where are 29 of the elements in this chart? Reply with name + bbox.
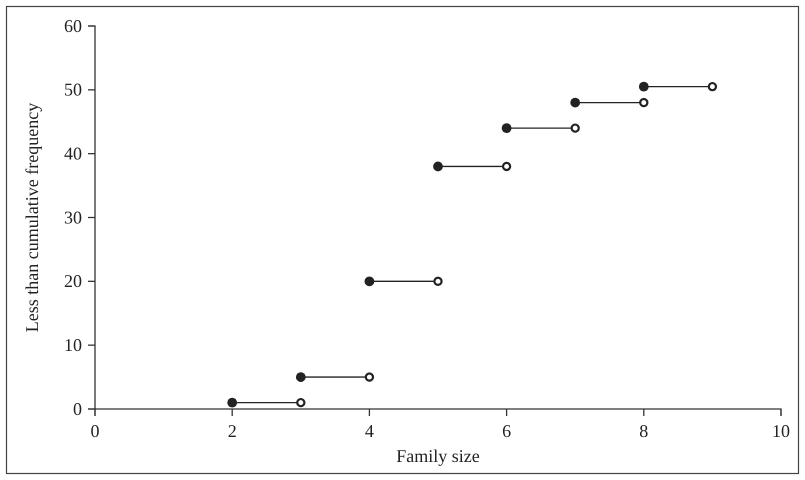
y-tick-label: 0 — [73, 398, 82, 419]
x-tick-label: 4 — [364, 420, 374, 441]
y-axis-title: Less than cumulative frequency — [22, 102, 42, 332]
y-tick-label: 30 — [64, 207, 82, 228]
point — [364, 372, 374, 382]
point — [639, 98, 648, 108]
x-tick-label: 2 — [228, 420, 237, 441]
y-tick-label: 60 — [64, 16, 82, 36]
point — [502, 162, 512, 172]
y-tick-label: 40 — [64, 143, 82, 164]
x-tick-label: 6 — [502, 420, 512, 441]
point — [296, 398, 306, 408]
x-tick-label: 8 — [639, 420, 648, 441]
point — [708, 82, 718, 92]
point — [570, 123, 580, 133]
point — [296, 372, 306, 382]
x-axis-title: Family size — [396, 446, 480, 466]
point — [364, 276, 374, 286]
x-tick-label: 10 — [772, 420, 790, 441]
y-tick-label: 20 — [64, 271, 82, 292]
y-tick-label: 10 — [64, 334, 82, 355]
point — [433, 276, 443, 286]
point — [570, 98, 580, 108]
point — [638, 82, 649, 92]
x-tick-label: 0 — [90, 420, 100, 441]
point — [433, 162, 443, 172]
point — [227, 398, 238, 408]
y-tick-label: 50 — [64, 80, 82, 100]
point — [502, 123, 512, 134]
